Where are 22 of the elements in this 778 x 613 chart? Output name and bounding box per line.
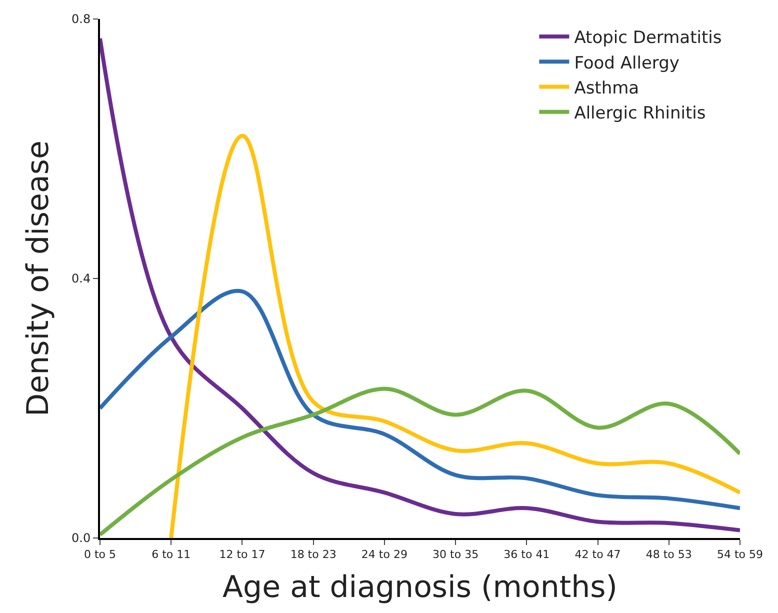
x-tick-label: 36 to 41: [504, 548, 550, 562]
x-tick-label: 48 to 53: [646, 548, 692, 562]
legend-label: Asthma: [574, 78, 640, 98]
x-tick-label: 54 to 59: [716, 548, 764, 562]
x-tick-label: 30 to 35: [432, 548, 479, 562]
y-tick-label: 0.8: [72, 12, 91, 26]
x-tick-label: 6 to 11: [152, 548, 191, 562]
x-tick-label: 24 to 29: [361, 548, 408, 562]
y-axis-title: Density of disease: [21, 140, 56, 416]
x-tick-label: 42 to 47: [574, 548, 621, 562]
x-tick-label: 12 to 17: [219, 548, 266, 562]
line-series: [100, 386, 740, 537]
line-series: [169, 134, 740, 538]
line-series: [100, 289, 740, 510]
x-tick-label: 0 to 5: [84, 548, 116, 562]
y-tick-label: 0.4: [72, 272, 91, 286]
y-tick-label: 0.0: [72, 531, 91, 546]
legend-label: Food Allergy: [574, 53, 680, 74]
legend-label: Allergic Rhinitis: [574, 103, 706, 124]
x-axis-title: Age at diagnosis (months): [222, 570, 618, 606]
legend-label: Atopic Dermatitis: [574, 28, 722, 48]
x-tick-label: 18 to 23: [290, 548, 336, 562]
